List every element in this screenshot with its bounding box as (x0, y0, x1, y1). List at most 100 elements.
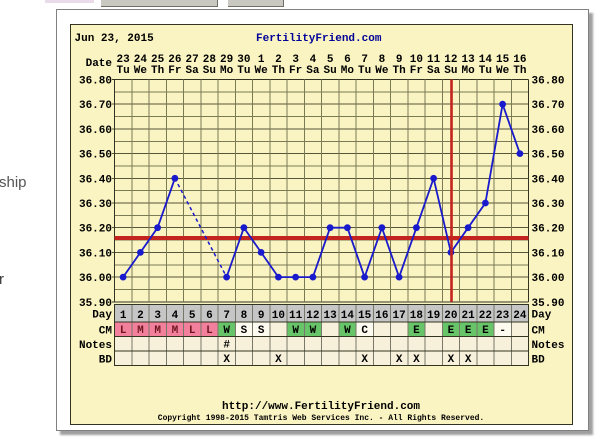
svg-text:10: 10 (410, 54, 423, 66)
svg-text:We: We (134, 65, 148, 77)
svg-text:Sa: Sa (427, 65, 441, 77)
svg-text:CM: CM (532, 325, 546, 337)
svg-text:6: 6 (344, 54, 351, 66)
svg-text:16: 16 (513, 54, 526, 66)
svg-text:C: C (361, 325, 368, 337)
svg-text:E: E (482, 325, 489, 337)
svg-text:Sa: Sa (306, 65, 320, 77)
svg-text:W: W (310, 325, 317, 337)
svg-text:28: 28 (203, 54, 217, 66)
svg-text:6: 6 (206, 310, 213, 322)
svg-text:Notes: Notes (79, 340, 112, 352)
svg-text:E: E (448, 325, 455, 337)
svg-text:9: 9 (396, 54, 403, 66)
svg-text:8: 8 (379, 54, 386, 66)
svg-text:3: 3 (154, 310, 161, 322)
svg-text:36.20: 36.20 (532, 224, 565, 236)
svg-text:E: E (413, 325, 420, 337)
svg-text:Su: Su (444, 65, 457, 77)
svg-text:1: 1 (258, 54, 265, 66)
svg-text:36.00: 36.00 (532, 273, 565, 285)
svg-text:36.00: 36.00 (79, 273, 112, 285)
svg-text:35.90: 35.90 (532, 298, 565, 310)
svg-text:11: 11 (289, 310, 303, 322)
svg-text:Sa: Sa (186, 65, 200, 77)
svg-text:-: - (499, 325, 506, 337)
svg-text:W: W (223, 325, 230, 337)
svg-text:19: 19 (427, 310, 440, 322)
svg-text:W: W (344, 325, 351, 337)
svg-text:14: 14 (341, 310, 355, 322)
svg-text:12: 12 (444, 54, 457, 66)
svg-text:L: L (120, 325, 127, 337)
svg-text:Day: Day (532, 309, 552, 321)
svg-text:X: X (361, 354, 368, 366)
svg-text:Mo: Mo (220, 65, 234, 77)
svg-text:22: 22 (479, 310, 492, 322)
svg-text:36.60: 36.60 (79, 125, 112, 137)
svg-text:Su: Su (324, 65, 337, 77)
svg-text:12: 12 (306, 310, 319, 322)
svg-text:36.20: 36.20 (79, 224, 112, 236)
svg-text:5: 5 (189, 310, 196, 322)
svg-text:2: 2 (137, 310, 144, 322)
svg-text:Fr: Fr (168, 65, 181, 77)
svg-text:Tu: Tu (237, 65, 250, 77)
svg-text:27: 27 (186, 54, 199, 66)
svg-text:X: X (465, 354, 472, 366)
svg-text:X: X (223, 354, 230, 366)
svg-text:15: 15 (358, 310, 372, 322)
svg-text:Fr: Fr (289, 65, 302, 77)
svg-text:24: 24 (134, 54, 148, 66)
svg-text:36.30: 36.30 (532, 199, 565, 211)
svg-text:1: 1 (120, 310, 127, 322)
svg-text:4: 4 (172, 310, 179, 322)
svg-text:14: 14 (479, 54, 493, 66)
svg-text:9: 9 (258, 310, 265, 322)
svg-text:3: 3 (292, 54, 299, 66)
svg-text:36.50: 36.50 (79, 150, 112, 162)
svg-text:http://www.FertilityFriend.com: http://www.FertilityFriend.com (222, 401, 420, 413)
svg-text:36.10: 36.10 (79, 248, 112, 260)
svg-text:Tu: Tu (479, 65, 492, 77)
svg-text:Copyright 1998-2015 Tamtris We: Copyright 1998-2015 Tamtris Web Services… (158, 414, 484, 423)
svg-text:FertilityFriend.com: FertilityFriend.com (256, 33, 382, 45)
svg-text:Day: Day (92, 309, 112, 321)
svg-text:25: 25 (151, 54, 165, 66)
svg-text:We: We (255, 65, 269, 77)
svg-text:Notes: Notes (532, 340, 565, 352)
svg-text:36.80: 36.80 (532, 76, 565, 88)
svg-text:E: E (465, 325, 472, 337)
svg-text:L: L (206, 325, 213, 337)
svg-text:BD: BD (532, 354, 546, 366)
svg-text:36.40: 36.40 (79, 174, 112, 186)
svg-text:Th: Th (393, 65, 406, 77)
svg-text:36.70: 36.70 (79, 100, 112, 112)
svg-text:BD: BD (99, 354, 113, 366)
svg-text:8: 8 (241, 310, 248, 322)
svg-text:36.70: 36.70 (532, 100, 565, 112)
svg-text:W: W (292, 325, 299, 337)
svg-text:M: M (137, 325, 144, 337)
svg-text:24: 24 (513, 310, 527, 322)
svg-text:36.40: 36.40 (532, 174, 565, 186)
svg-text:Th: Th (513, 65, 526, 77)
svg-text:M: M (172, 325, 179, 337)
svg-text:Jun 23, 2015: Jun 23, 2015 (75, 33, 155, 45)
svg-text:30: 30 (237, 54, 250, 66)
svg-text:26: 26 (168, 54, 181, 66)
svg-text:X: X (396, 354, 403, 366)
svg-text:Tu: Tu (117, 65, 130, 77)
svg-text:7: 7 (223, 310, 230, 322)
svg-text:Th: Th (272, 65, 285, 77)
svg-text:16: 16 (375, 310, 388, 322)
svg-text:Mo: Mo (341, 65, 355, 77)
svg-text:We: We (496, 65, 510, 77)
svg-text:Mo: Mo (462, 65, 476, 77)
svg-text:M: M (154, 325, 161, 337)
svg-text:20: 20 (444, 310, 457, 322)
svg-text:36.30: 36.30 (79, 199, 112, 211)
svg-text:We: We (375, 65, 389, 77)
svg-text:Su: Su (203, 65, 216, 77)
svg-text:S: S (258, 325, 265, 337)
